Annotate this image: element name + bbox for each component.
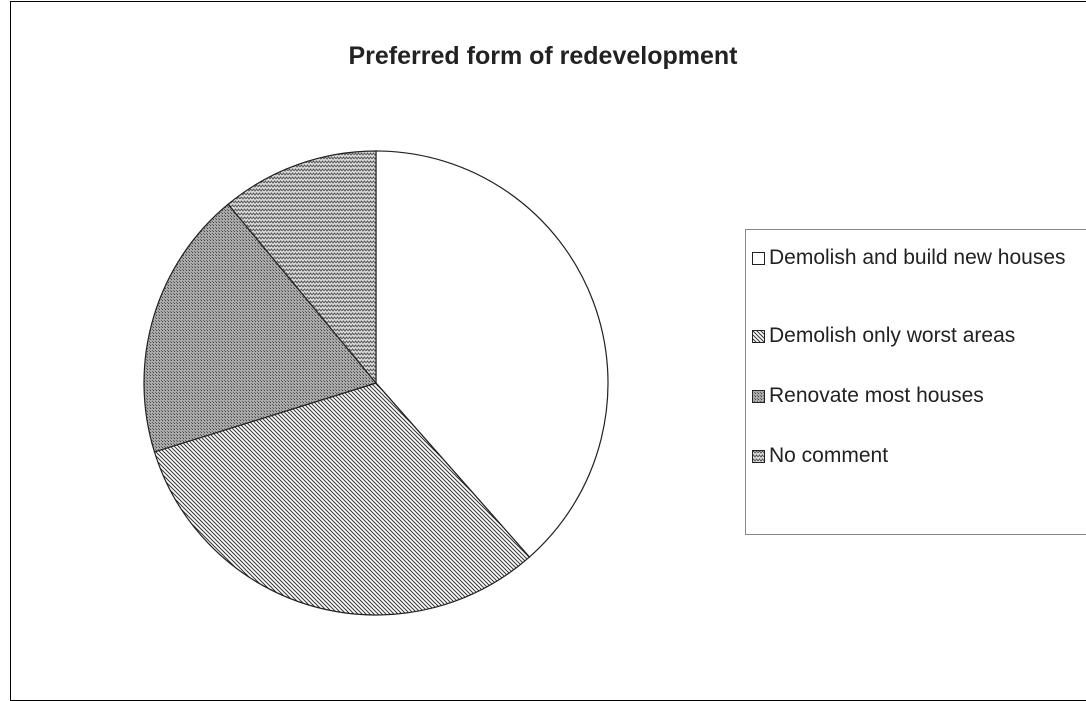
- legend-entry: Renovate most houses: [752, 382, 1086, 409]
- legend-swatch: [752, 390, 765, 403]
- legend-key: [752, 252, 765, 265]
- legend-swatch: [752, 450, 765, 463]
- pie-slice: [227, 150, 377, 385]
- legend: Demolish and build new houses Demolish on…: [745, 229, 1086, 535]
- legend-label: Demolish only worst areas: [769, 324, 1016, 347]
- pie-slice: [153, 382, 531, 616]
- legend-label: Renovate most houses: [769, 384, 984, 407]
- legend-key: [752, 450, 765, 463]
- legend-label: Demolish and build new houses: [769, 246, 1066, 269]
- legend-entry: Demolish and build new houses: [752, 244, 1086, 271]
- legend-entry: Demolish only worst areas: [752, 322, 1086, 349]
- legend-entry: No comment: [752, 442, 1086, 469]
- legend-key: [752, 390, 765, 403]
- legend-swatch: [752, 252, 765, 265]
- page: Preferred form of redevelopment Demolish…: [10, 1, 1086, 701]
- legend-swatch: [752, 330, 765, 343]
- chart-title: Preferred form of redevelopment: [348, 42, 738, 70]
- chart: [143, 150, 609, 616]
- legend-key: [752, 330, 765, 343]
- pie-slice: [143, 203, 378, 453]
- legend-label: No comment: [769, 444, 889, 467]
- pie-slice: [375, 150, 609, 558]
